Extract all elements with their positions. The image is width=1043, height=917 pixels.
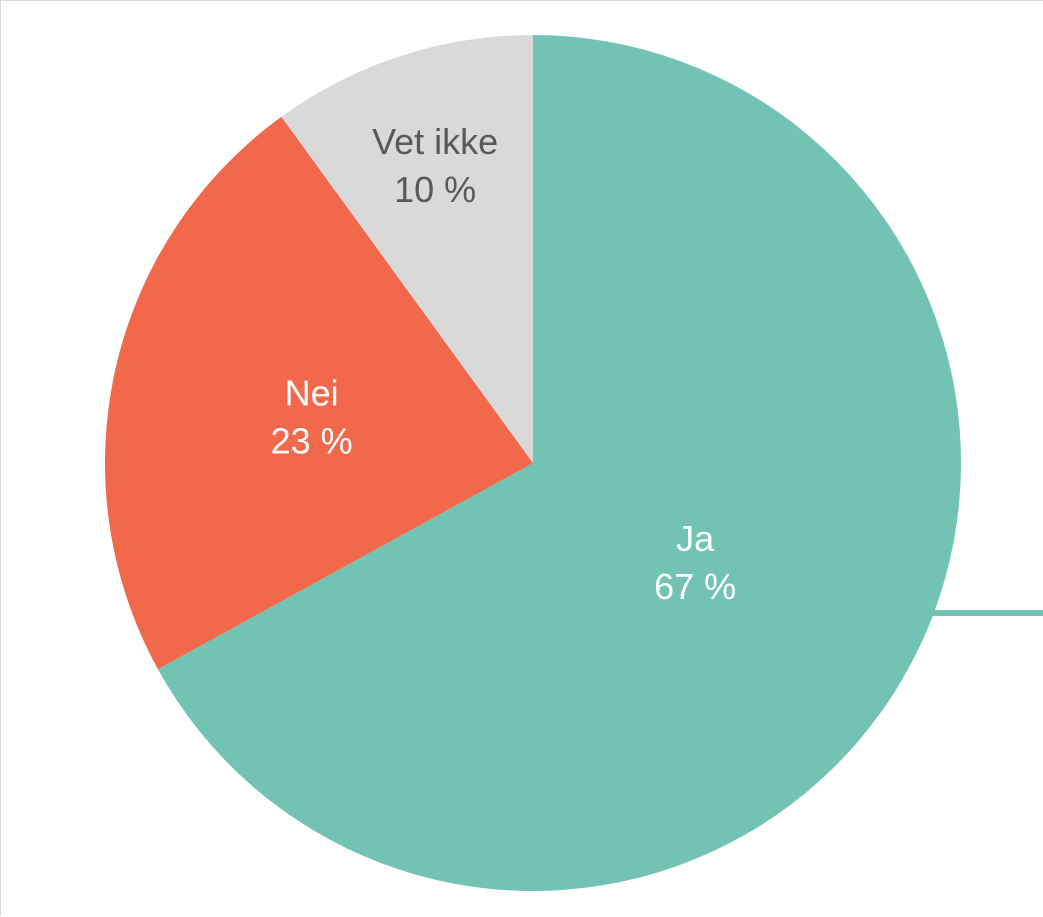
slice-value-label: 23 %: [271, 421, 353, 462]
pie-labels: Ja 67 % Nei 23 % Vet ikke 10 %: [271, 121, 737, 607]
pie-slice-vet-ikke: [281, 35, 533, 463]
slice-category-label: Ja: [676, 518, 715, 559]
pie-slice-nei: [105, 116, 534, 670]
slice-category-label: Nei: [285, 373, 339, 414]
slice-value-label: 67 %: [654, 566, 736, 607]
slice-category-label: Vet ikke: [372, 121, 498, 162]
slice-value-label: 10 %: [394, 169, 476, 210]
pie-slice-ja: [157, 35, 961, 892]
pie-slices: [105, 35, 961, 892]
